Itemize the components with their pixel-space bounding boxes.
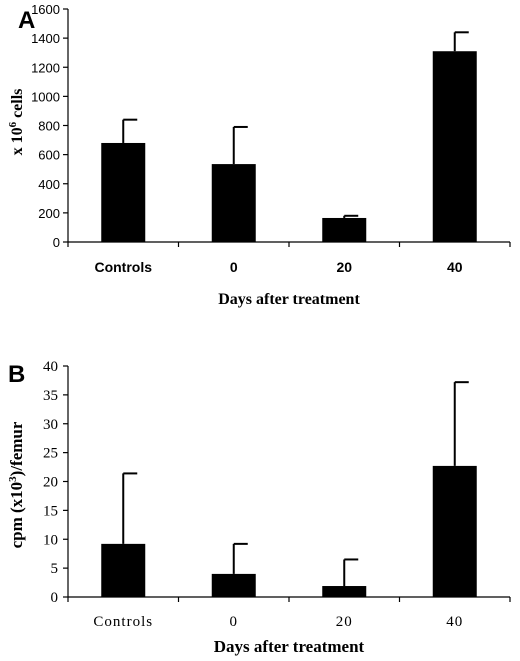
panel-b-bar	[322, 586, 367, 597]
panel-a-y-tick-label: 1200	[31, 60, 60, 75]
panel-b-y-tick-label: 5	[51, 561, 59, 577]
panel-a-y-tick-label: 800	[38, 119, 60, 134]
panel-a: A x 106 cells Days after treatment 02004…	[7, 2, 511, 308]
panel-a-y-tick-label: 400	[38, 177, 60, 192]
panel-a-y-tick-label: 0	[53, 235, 60, 250]
panel-a-bar	[101, 142, 146, 242]
panel-a-category-label: 20	[336, 259, 352, 275]
panel-b-category-label: 40	[446, 614, 463, 630]
panel-b-y-tick-label: 20	[43, 475, 58, 491]
panel-b-bar	[432, 465, 477, 597]
panel-a-category-label: 0	[230, 259, 238, 275]
panel-a-category-label: 40	[447, 259, 463, 275]
panel-a-category-label: Controls	[94, 259, 152, 275]
panel-b-y-tick-label: 15	[43, 503, 58, 519]
panel-b-letter: B	[8, 361, 25, 388]
panel-b-y-axis-title: cpm (x103)/femur	[7, 421, 26, 548]
panel-b-category-label: 20	[336, 614, 353, 630]
panel-a-bar	[211, 164, 256, 242]
panel-a-x-axis-title: Days after treatment	[218, 291, 360, 308]
panel-b-x-axis-title: Days after treatment	[214, 637, 365, 656]
panel-a-y-tick-label: 1400	[31, 31, 60, 46]
panel-b-category-label: 0	[230, 614, 239, 630]
panel-a-y-tick-label: 200	[38, 206, 60, 221]
panel-a-bar	[432, 51, 477, 243]
panel-a-y-axis-title: x 106 cells	[7, 89, 26, 156]
panel-b-y-tick-label: 30	[43, 417, 58, 433]
panel-a-letter: A	[18, 7, 35, 34]
panel-b-y-tick-label: 0	[51, 590, 59, 606]
panel-a-y-tick-label: 1000	[31, 89, 60, 104]
panel-a-y-tick-label: 1600	[31, 2, 60, 17]
panel-b: B cpm (x103)/femur Days after treatment …	[7, 359, 511, 656]
panel-a-y-tick-label: 600	[38, 148, 60, 163]
panel-b-bar	[211, 573, 256, 597]
panel-b-y-tick-label: 35	[43, 388, 58, 404]
panel-a-bar	[322, 217, 367, 242]
panel-b-category-label: Controls	[93, 614, 153, 630]
panel-b-bar	[101, 543, 146, 597]
panel-b-y-tick-label: 40	[43, 359, 58, 375]
panel-b-y-tick-label: 10	[43, 532, 58, 548]
panel-b-y-tick-label: 25	[43, 446, 58, 462]
